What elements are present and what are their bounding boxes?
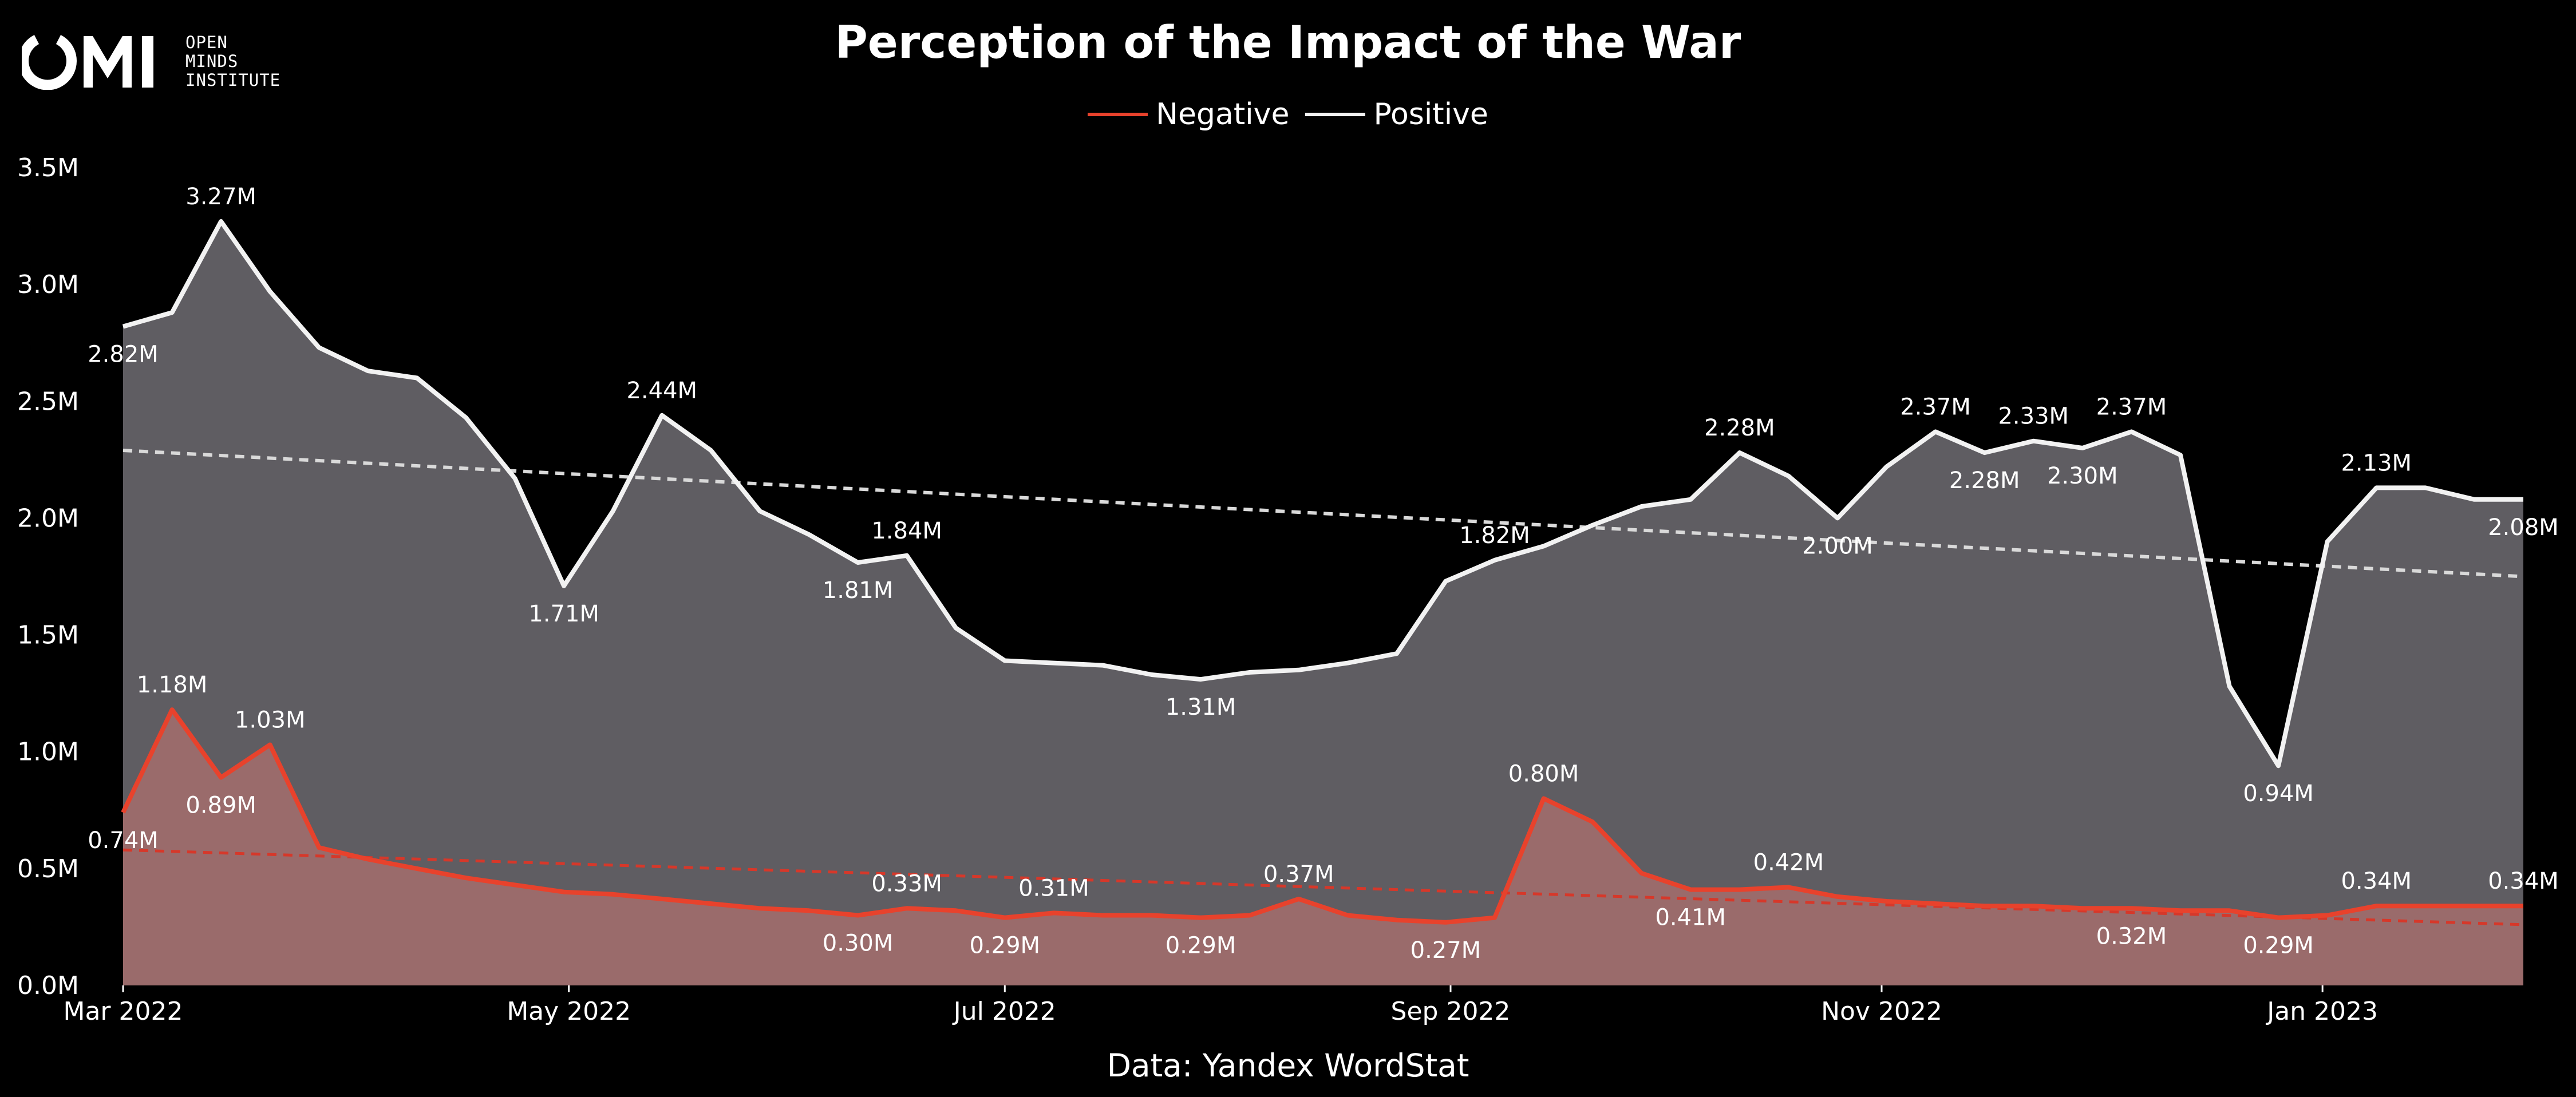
negative-data-label: 0.41M	[1655, 905, 1726, 931]
negative-data-label: 0.42M	[1753, 850, 1824, 876]
negative-data-label: 0.80M	[1508, 761, 1579, 787]
line-layer	[121, 219, 2523, 925]
area-layer	[123, 221, 2523, 985]
logo-line-open: OPEN	[185, 32, 228, 52]
negative-data-label: 0.34M	[2341, 868, 2412, 894]
positive-data-label: 2.33M	[1998, 403, 2069, 430]
legend-label-positive: Positive	[1373, 97, 1488, 132]
negative-data-label: 0.31M	[1018, 875, 1089, 901]
legend: Negative Positive	[0, 97, 2576, 132]
chart-title: Perception of the Impact of the War	[835, 17, 1741, 69]
legend-label-negative: Negative	[1156, 97, 1290, 132]
y-tick-label: 1.0M	[17, 738, 79, 767]
positive-data-label: 1.31M	[1165, 694, 1236, 720]
negative-data-label: 0.34M	[2488, 868, 2559, 894]
axis-layer: 0.0M 0.5M 1.0M 1.5M 2.0M 2.5M 3.0M 3.5M Mar 2022…	[17, 153, 2378, 1026]
negative-data-label: 1.18M	[137, 672, 208, 698]
y-tick-label: 0.5M	[17, 854, 79, 884]
y-tick-label: 0.0M	[17, 971, 79, 1000]
positive-data-label: 2.82M	[88, 342, 159, 368]
positive-data-label: 2.13M	[2341, 450, 2412, 476]
positive-data-label: 2.00M	[1802, 533, 1873, 559]
positive-data-label: 2.28M	[1949, 468, 2020, 494]
omi-logo: OPEN MINDS INSTITUTE	[22, 30, 280, 93]
positive-data-label: 3.27M	[185, 184, 256, 210]
negative-area	[123, 710, 2523, 985]
y-tick-label: 3.0M	[17, 270, 79, 299]
omi-logo-mark	[22, 34, 153, 90]
positive-data-label: 2.37M	[1900, 394, 1971, 420]
negative-data-label: 0.33M	[871, 870, 942, 897]
positive-series-line	[122, 219, 2523, 769]
positive-data-label: 1.84M	[871, 518, 942, 544]
x-tick-label: May 2022	[507, 997, 631, 1026]
positive-area	[123, 221, 2523, 985]
legend-swatch-positive	[1305, 113, 1366, 116]
negative-data-label: 0.30M	[823, 930, 894, 957]
logo-line-institute: INSTITUTE	[185, 70, 281, 90]
positive-data-label: 2.37M	[2096, 394, 2167, 420]
x-tick-label: Mar 2022	[64, 997, 183, 1026]
y-tick-label: 2.5M	[17, 387, 79, 416]
negative-data-label: 0.89M	[185, 793, 256, 819]
y-tick-label: 1.5M	[17, 621, 79, 650]
legend-item-positive: Positive	[1305, 97, 1488, 132]
y-tick-label: 3.5M	[17, 153, 79, 183]
negative-series-line	[121, 707, 2523, 925]
logo-wordmark: OPEN MINDS INSTITUTE	[185, 33, 280, 90]
label-layer: 2.82M 3.27M 1.71M 2.44M 1.81M 1.84M 1.31M 1.82M…	[88, 184, 2559, 964]
negative-data-label: 0.74M	[88, 827, 159, 854]
negative-data-label: 0.29M	[1165, 933, 1236, 959]
negative-data-label: 0.29M	[969, 933, 1040, 959]
logo-line-minds: MINDS	[185, 51, 239, 71]
x-tick-label: Sep 2022	[1391, 997, 1511, 1026]
x-tick-label: Jul 2022	[952, 997, 1056, 1026]
positive-data-label: 1.71M	[528, 601, 599, 627]
negative-data-label: 0.32M	[2096, 923, 2167, 949]
x-tick-label: Jan 2023	[2265, 997, 2378, 1026]
negative-data-label: 0.29M	[2243, 933, 2314, 959]
negative-data-label: 0.27M	[1411, 937, 1481, 964]
positive-data-label: 2.44M	[626, 378, 697, 404]
positive-data-label: 2.28M	[1704, 415, 1775, 441]
negative-data-label: 0.37M	[1263, 861, 1334, 888]
negative-data-label: 1.03M	[235, 707, 306, 733]
positive-data-label: 2.08M	[2488, 514, 2559, 541]
legend-item-negative: Negative	[1088, 97, 1289, 132]
legend-swatch-negative	[1088, 113, 1148, 116]
positive-data-label: 1.82M	[1459, 522, 1530, 549]
positive-data-label: 2.30M	[2047, 463, 2118, 489]
x-tick-label: Nov 2022	[1821, 997, 1942, 1026]
y-tick-label: 2.0M	[17, 504, 79, 533]
positive-data-label: 1.81M	[823, 577, 894, 604]
positive-data-label: 0.94M	[2243, 781, 2314, 807]
data-source: Data: Yandex WordStat	[1107, 1047, 1469, 1084]
